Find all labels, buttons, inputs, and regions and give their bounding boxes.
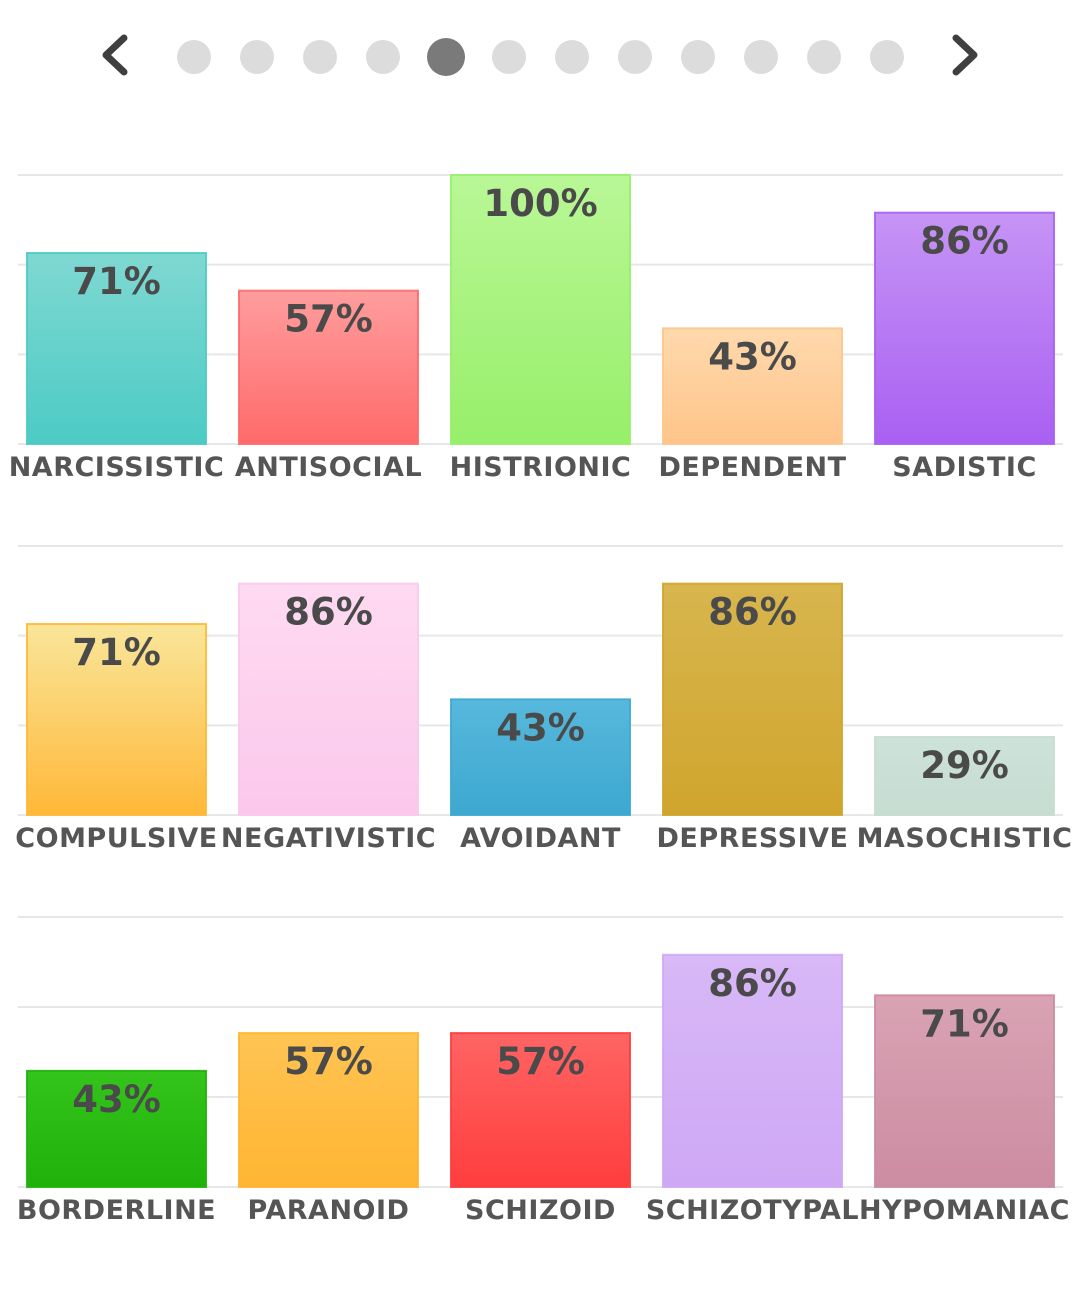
bar-value-label: 100% xyxy=(483,182,597,225)
bar-value-label: 29% xyxy=(920,744,1009,787)
category-label: AVOIDANT xyxy=(460,823,621,854)
category-label: HYPOMANIAC xyxy=(859,1195,1070,1226)
bar-depressive[interactable] xyxy=(662,582,843,816)
category-label: COMPULSIVE xyxy=(15,823,217,854)
bar-value-label: 43% xyxy=(72,1078,161,1121)
bar-compulsive[interactable] xyxy=(26,623,207,817)
page-dot[interactable] xyxy=(681,40,715,74)
category-label: ANTISOCIAL xyxy=(235,452,422,483)
bar-value-label: 57% xyxy=(284,1040,373,1083)
page-dot[interactable] xyxy=(870,40,904,74)
bar-value-label: 86% xyxy=(708,962,797,1005)
bar-schizotypal[interactable] xyxy=(662,953,843,1188)
bar-value-label: 86% xyxy=(708,591,797,634)
bar-value-label: 86% xyxy=(920,220,1009,263)
category-label: PARANOID xyxy=(248,1195,410,1226)
category-label: NEGATIVISTIC xyxy=(221,823,436,854)
category-label: DEPENDENT xyxy=(658,452,846,483)
category-label: SCHIZOID xyxy=(465,1195,616,1226)
page-dot[interactable] xyxy=(555,40,589,74)
page-dot[interactable] xyxy=(303,40,337,74)
page-dot[interactable] xyxy=(618,40,652,74)
category-label: SADISTIC xyxy=(892,452,1037,483)
bar-negativistic[interactable] xyxy=(238,582,419,816)
bar-histrionic[interactable] xyxy=(450,174,631,445)
page-dot[interactable] xyxy=(807,40,841,74)
bar-value-label: 71% xyxy=(920,1002,1009,1045)
bar-dependent[interactable] xyxy=(662,327,843,445)
category-label: HISTRIONIC xyxy=(450,452,632,483)
category-label: DEPRESSIVE xyxy=(657,823,849,854)
bar-value-label: 57% xyxy=(284,298,373,341)
bar-chart-1: 71% NARCISSISTIC 57% ANTISOCIAL 100% HISTRION… xyxy=(9,174,1063,483)
bar-sadistic[interactable] xyxy=(874,211,1055,445)
bar-value-label: 43% xyxy=(708,335,797,378)
bar-value-label: 71% xyxy=(72,631,161,674)
bar-value-label: 43% xyxy=(496,706,585,749)
bar-schizoid[interactable] xyxy=(450,1032,631,1188)
bar-paranoid[interactable] xyxy=(238,1032,419,1188)
bar-value-label: 86% xyxy=(284,591,373,634)
bar-borderline[interactable] xyxy=(26,1069,207,1189)
page-dot-active[interactable] xyxy=(427,38,465,76)
category-label: MASOCHISTIC xyxy=(857,823,1073,854)
bar-narcissistic[interactable] xyxy=(26,252,207,445)
bar-avoidant[interactable] xyxy=(450,698,631,817)
bar-chart-3: 43% BORDERLINE 57% PARANOID 57% SCHIZOID 86% SC… xyxy=(17,916,1070,1226)
bar-value-label: 71% xyxy=(72,260,161,303)
chart-pager xyxy=(0,0,1080,112)
bar-chart-2: 71% COMPULSIVE 86% NEGATIVISTIC 43% AVOIDANT 8… xyxy=(15,545,1073,854)
page-dot[interactable] xyxy=(240,40,274,74)
page-dot[interactable] xyxy=(744,40,778,74)
page-dot[interactable] xyxy=(492,40,526,74)
category-label: SCHIZOTYPAL xyxy=(646,1195,859,1226)
bar-hypomaniac[interactable] xyxy=(874,994,1055,1188)
chevron-right-icon[interactable] xyxy=(940,30,990,80)
category-label: BORDERLINE xyxy=(17,1195,216,1226)
bar-antisocial[interactable] xyxy=(238,289,419,446)
page-dot[interactable] xyxy=(366,40,400,74)
bar-masochistic[interactable] xyxy=(874,735,1055,816)
category-label: NARCISSISTIC xyxy=(9,452,225,483)
chevron-left-icon[interactable] xyxy=(90,30,140,80)
bar-value-label: 57% xyxy=(496,1040,585,1083)
page-dot[interactable] xyxy=(177,40,211,74)
